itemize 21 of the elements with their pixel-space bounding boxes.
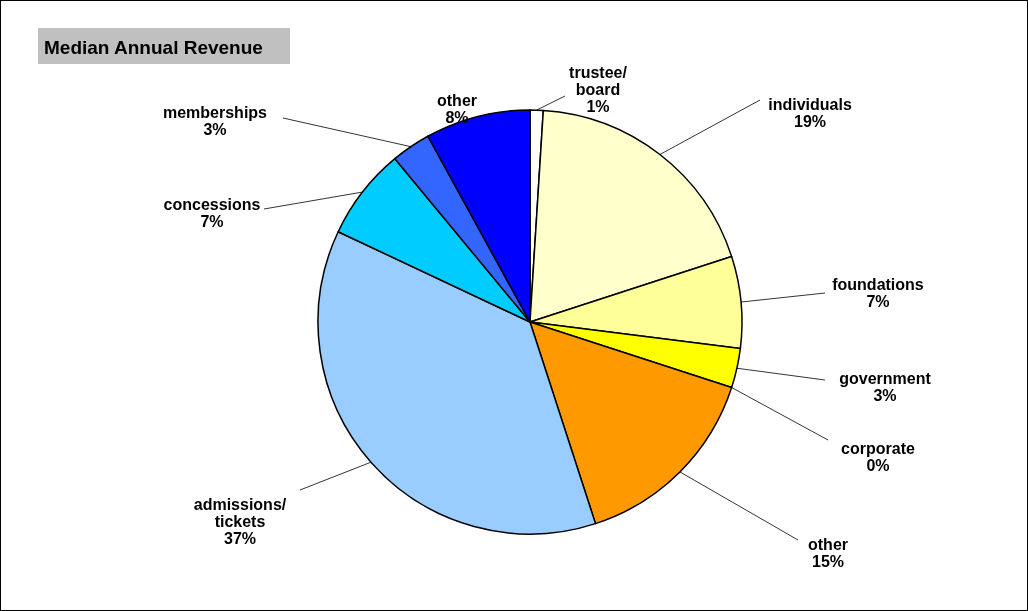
data-label: 7% bbox=[200, 212, 224, 230]
category-label: corporate bbox=[841, 439, 915, 457]
slice-label: foundations bbox=[832, 275, 924, 293]
slice-label: trustee/board bbox=[569, 63, 628, 98]
data-label: 3% bbox=[203, 120, 227, 138]
data-label: 1% bbox=[586, 97, 610, 115]
slice-label: concessions bbox=[163, 195, 261, 213]
data-label: 8% bbox=[445, 108, 469, 126]
slice-label: government bbox=[839, 369, 932, 387]
data-label: 7% bbox=[866, 292, 890, 310]
slice-label: memberships bbox=[162, 103, 268, 121]
data-label: 15% bbox=[811, 552, 845, 570]
slice-label: admissions/tickets bbox=[193, 495, 287, 530]
data-label: 3% bbox=[873, 386, 897, 404]
slice-label: other bbox=[437, 91, 477, 109]
data-label: 19% bbox=[793, 112, 827, 130]
slice-label: other bbox=[808, 535, 848, 553]
chart-title: Median Annual Revenue bbox=[44, 36, 263, 58]
text: 0% bbox=[866, 456, 890, 474]
slice-label: individuals bbox=[768, 95, 852, 113]
data-label: 37% bbox=[223, 529, 257, 547]
